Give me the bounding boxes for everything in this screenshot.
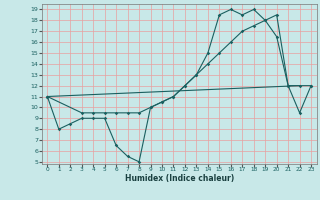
X-axis label: Humidex (Indice chaleur): Humidex (Indice chaleur) <box>124 174 234 183</box>
